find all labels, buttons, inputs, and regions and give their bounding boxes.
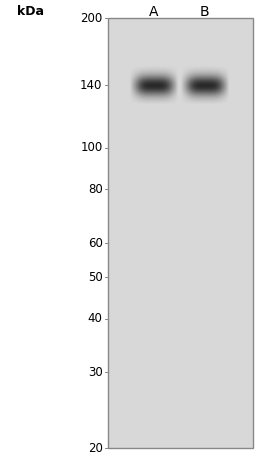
Bar	[108, 18, 253, 448]
Text: 40: 40	[88, 312, 102, 325]
Text: 100: 100	[80, 141, 102, 154]
Text: 20: 20	[88, 442, 102, 455]
Text: 60: 60	[88, 237, 102, 249]
Text: A: A	[149, 5, 158, 18]
Text: B: B	[200, 5, 210, 18]
Text: 80: 80	[88, 183, 102, 196]
Text: 50: 50	[88, 271, 102, 284]
Text: 200: 200	[80, 12, 102, 25]
Text: kDa: kDa	[17, 5, 44, 18]
Text: 30: 30	[88, 366, 102, 379]
Text: 140: 140	[80, 79, 102, 91]
